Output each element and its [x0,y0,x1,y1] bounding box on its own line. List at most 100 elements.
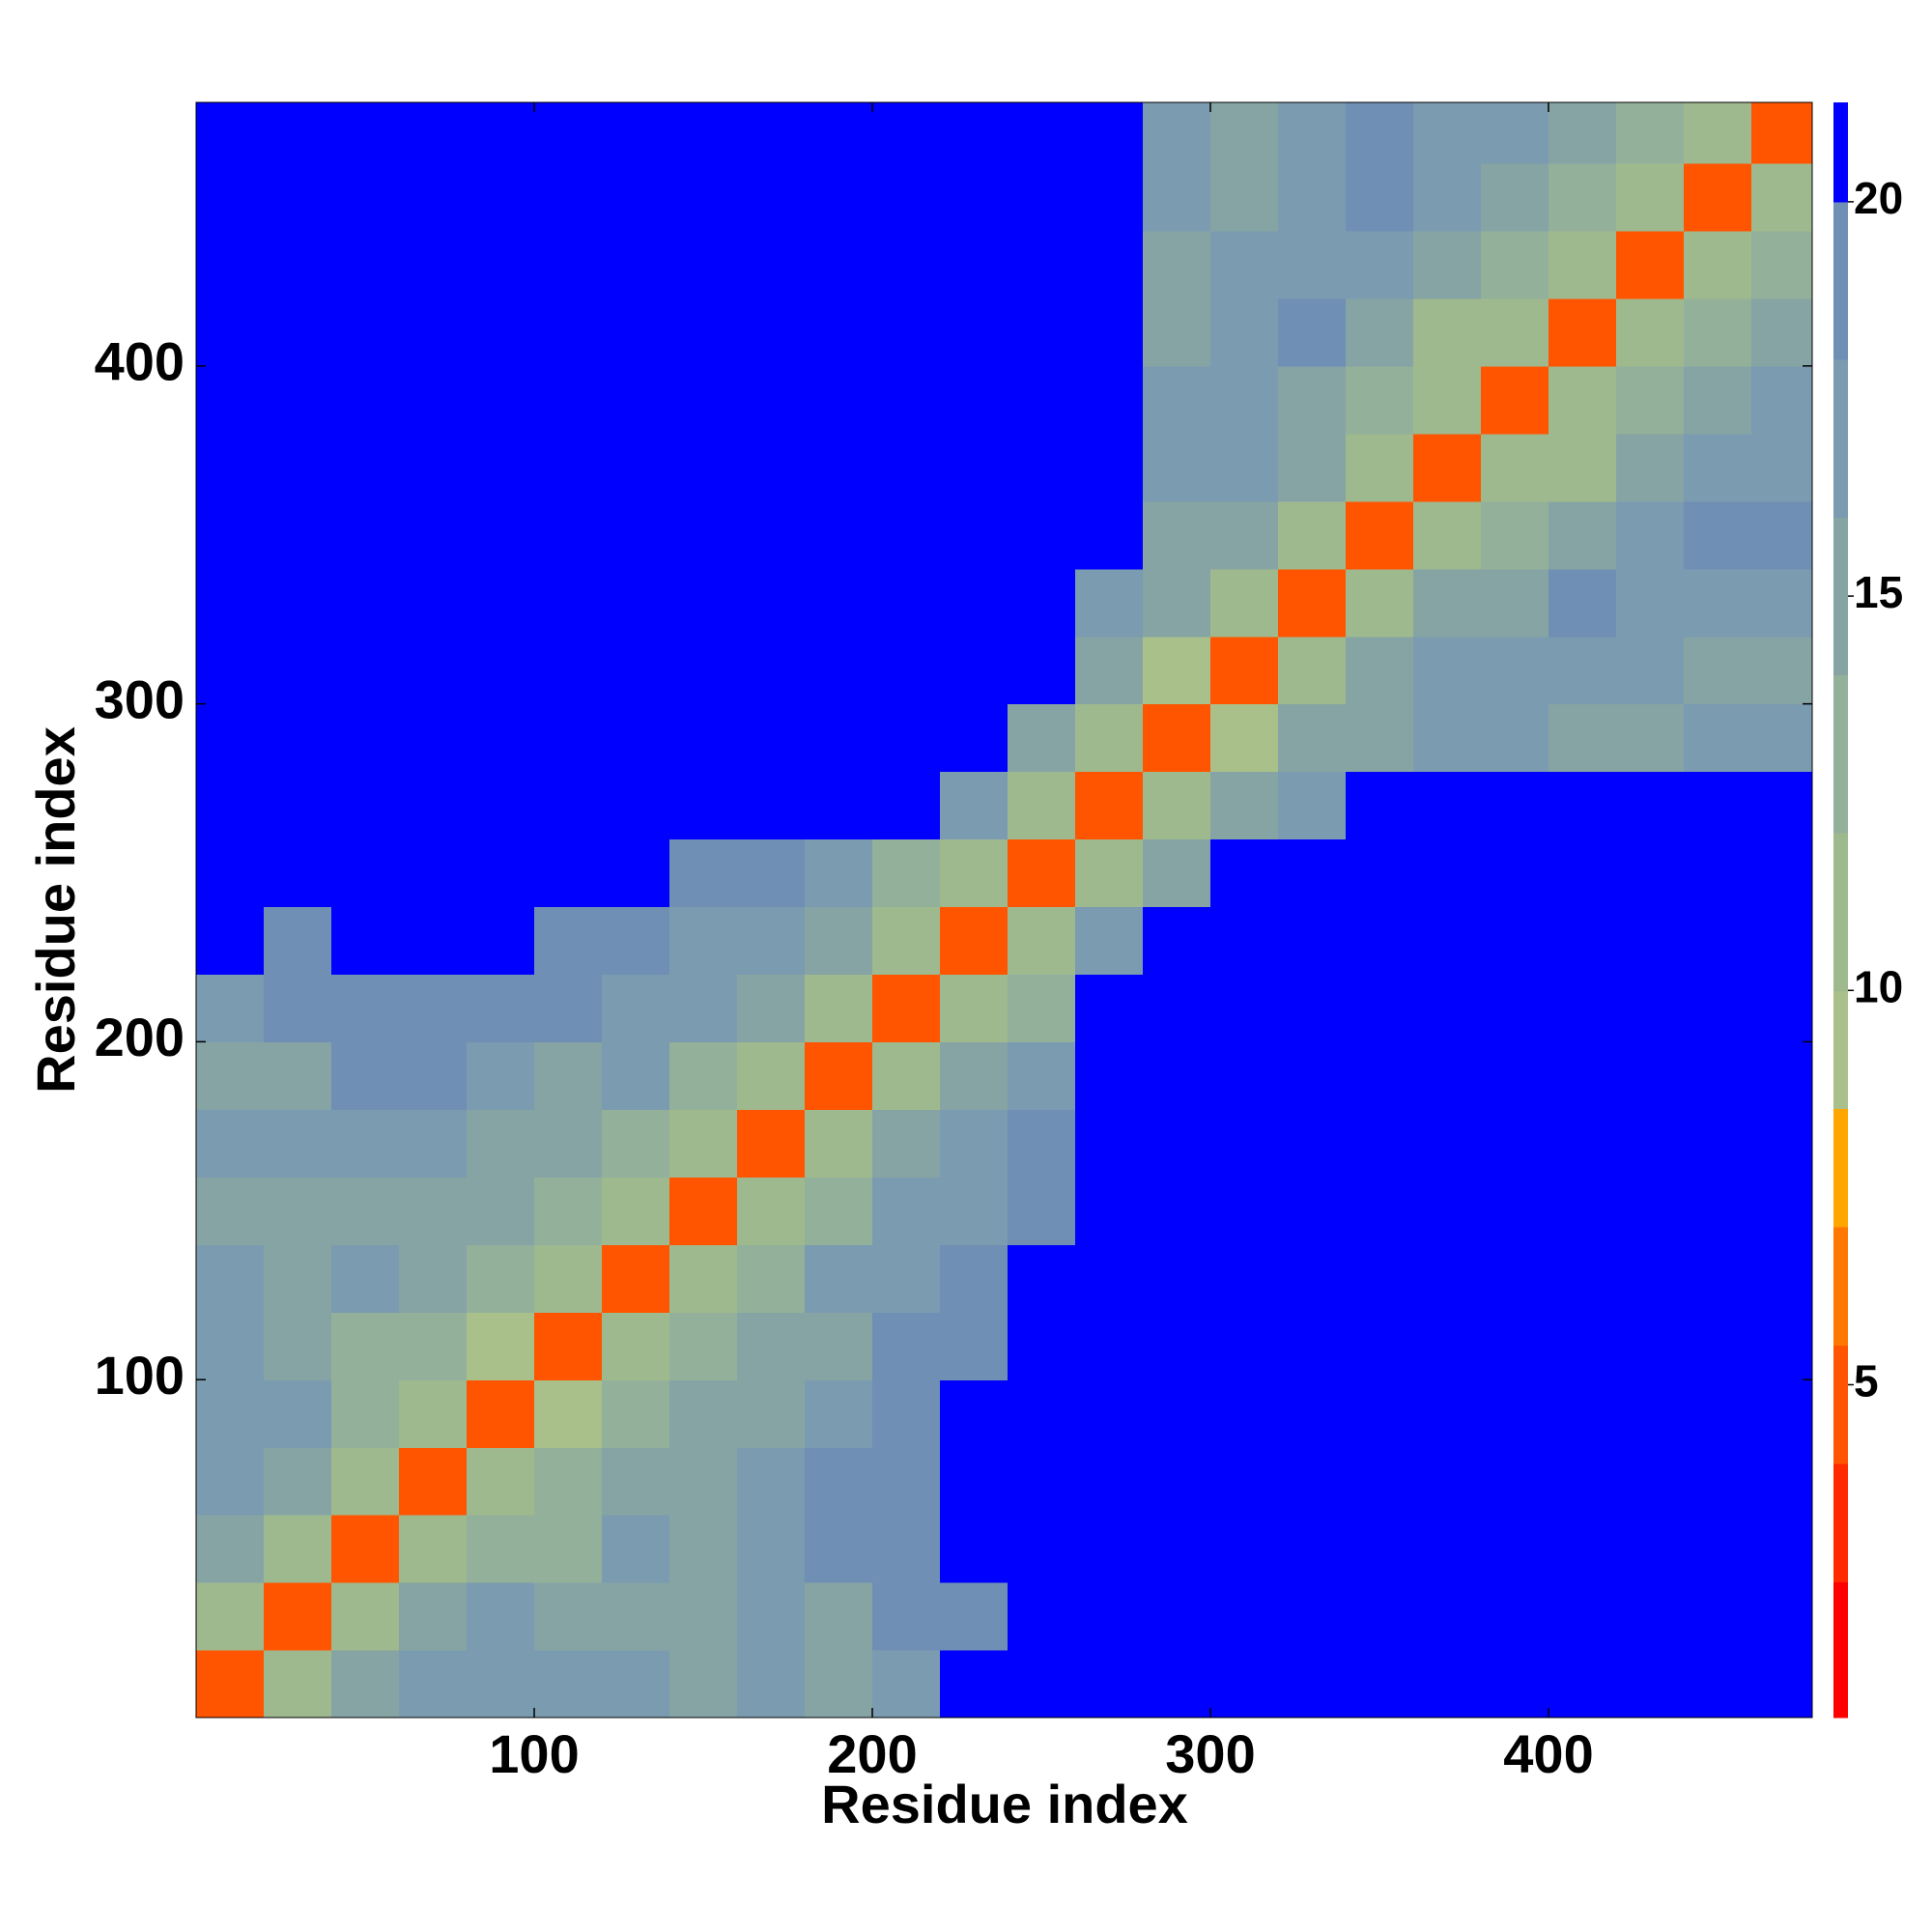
heatmap-cell [331,1447,400,1516]
heatmap-cell [467,906,535,976]
heatmap-cell [467,974,535,1043]
heatmap-cell [1278,433,1347,502]
heatmap-cell [737,1041,806,1110]
heatmap-cell [196,365,265,435]
heatmap-cell [1008,1515,1076,1583]
heatmap-cell [602,365,670,435]
heatmap-cell [1008,1447,1076,1516]
heatmap-cell [1751,636,1813,705]
heatmap-cell [1481,636,1549,705]
heatmap-cell [1616,1244,1685,1313]
heatmap-cell [1481,1244,1549,1313]
heatmap-cell [196,1041,265,1110]
heatmap-cell [1008,1312,1076,1380]
heatmap-cell [1481,906,1549,976]
heatmap-cell [1143,1582,1211,1651]
heatmap-cell [399,365,468,435]
heatmap-cell [1481,1312,1549,1380]
heatmap-cell [1616,1041,1685,1110]
heatmap-cell [737,906,806,976]
heatmap-cell [1413,906,1482,976]
heatmap-cell [669,771,738,840]
heatmap-cell [1075,974,1144,1043]
heatmap-cell [872,1379,941,1448]
heatmap-cell [264,162,332,232]
heatmap-cell [1548,1447,1617,1516]
heatmap-cell [1413,1177,1482,1245]
heatmap-cell [669,1650,738,1719]
heatmap-cell [399,1312,468,1380]
colorbar-band [1833,832,1848,991]
heatmap-cell [805,906,873,976]
heatmap-cell [1210,1177,1279,1245]
heatmap-cell [1210,703,1279,773]
heatmap-cell [737,838,806,908]
heatmap-cell [1751,500,1813,570]
heatmap-cell [1481,162,1549,232]
heatmap-cell [1346,771,1414,840]
heatmap-cell [196,298,265,367]
heatmap-cell [1210,838,1279,908]
heatmap-cell [1075,568,1144,638]
heatmap-cell [467,636,535,705]
heatmap-cell [669,230,738,299]
heatmap-cell [1210,1582,1279,1651]
heatmap-cell [399,298,468,367]
heatmap-cell [872,703,941,773]
heatmap-cell [1143,230,1211,299]
heatmap-cell [1684,1379,1752,1448]
heatmap-cell [805,1312,873,1380]
heatmap-cell [1075,1109,1144,1178]
heatmap-cell [737,771,806,840]
heatmap-cell [1413,298,1482,367]
heatmap-cell [737,1650,806,1719]
heatmap-cell [602,1312,670,1380]
heatmap-cell [1616,1650,1685,1719]
heatmap-cell [669,1312,738,1380]
heatmap-cell [872,1244,941,1313]
heatmap-cell [805,703,873,773]
heatmap-cell [1278,1109,1347,1178]
heatmap-cell [1684,703,1752,773]
heatmap-cell [196,1379,265,1448]
colorbar-band [1833,1108,1848,1228]
heatmap-cell [669,906,738,976]
heatmap-cell [467,1109,535,1178]
heatmap-cell [1008,298,1076,367]
heatmap-cell [1075,838,1144,908]
heatmap-cell [1684,298,1752,367]
heatmap-cell [1481,1041,1549,1110]
heatmap-cell [1616,906,1685,976]
heatmap-cell [1346,365,1414,435]
heatmap-cell [399,568,468,638]
heatmap-cell [1684,102,1752,164]
heatmap-cell [1143,162,1211,232]
colorbar-band [1833,674,1848,834]
heatmap-cell [872,568,941,638]
heatmap-cell [1751,838,1813,908]
heatmap-cell [196,1109,265,1178]
heatmap-cell [1008,568,1076,638]
heatmap-cell [399,1109,468,1178]
heatmap-cell [872,838,941,908]
heatmap-cell [1548,433,1617,502]
heatmap-cell [1684,974,1752,1043]
heatmap-cell [1210,1379,1279,1448]
heatmap-cell [1616,298,1685,367]
heatmap-cell [602,703,670,773]
heatmap-cell [669,298,738,367]
heatmap-cell [1684,906,1752,976]
heatmap-cell [1346,838,1414,908]
heatmap-cell [1684,1109,1752,1178]
heatmap-cell [399,433,468,502]
heatmap-cell [264,568,332,638]
heatmap-cell [1075,433,1144,502]
heatmap-cell [534,906,603,976]
heatmap-cell [737,974,806,1043]
heatmap-cell [1143,102,1211,164]
heatmap-cell [1751,365,1813,435]
heatmap-cell [1413,1109,1482,1178]
heatmap-cell [872,1177,941,1245]
heatmap-cell [940,1041,1009,1110]
heatmap-cell [940,1177,1009,1245]
